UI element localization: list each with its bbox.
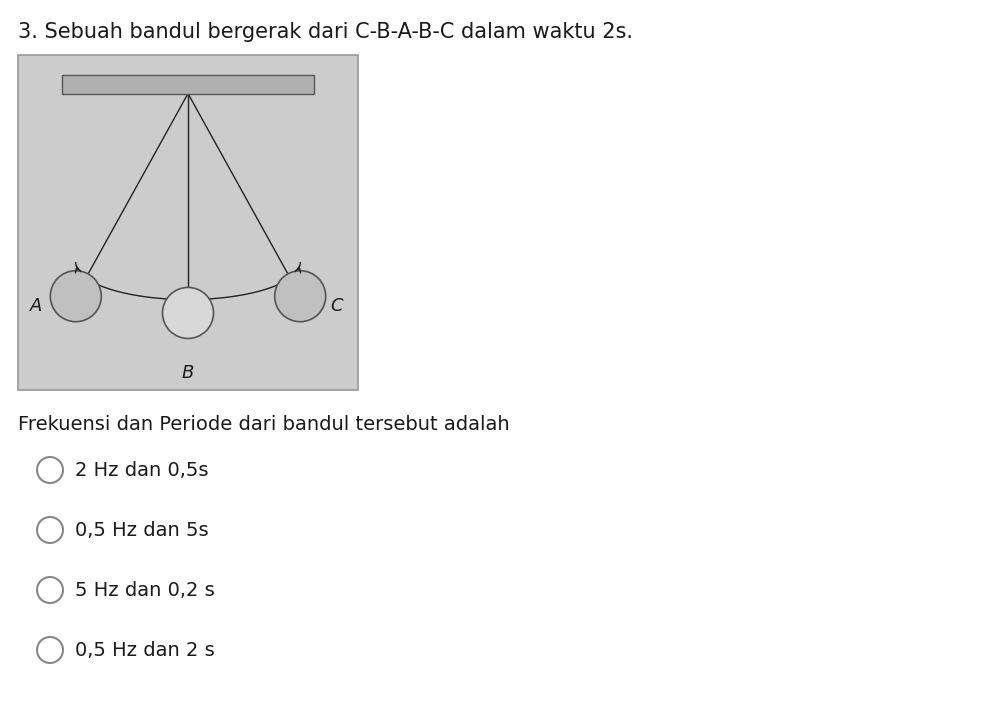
Circle shape xyxy=(274,271,326,322)
Text: Frekuensi dan Periode dari bandul tersebut adalah: Frekuensi dan Periode dari bandul terseb… xyxy=(18,415,510,434)
Text: 5 Hz dan 0,2 s: 5 Hz dan 0,2 s xyxy=(75,581,215,600)
Text: A: A xyxy=(30,297,42,315)
Circle shape xyxy=(50,271,102,322)
Text: 3. Sebuah bandul bergerak dari C-B-A-B-C dalam waktu 2s.: 3. Sebuah bandul bergerak dari C-B-A-B-C… xyxy=(18,22,633,42)
Text: 2 Hz dan 0,5s: 2 Hz dan 0,5s xyxy=(75,461,208,479)
Bar xyxy=(18,55,358,390)
Circle shape xyxy=(163,287,213,338)
Text: 0,5 Hz dan 5s: 0,5 Hz dan 5s xyxy=(75,520,209,540)
Text: B: B xyxy=(182,364,194,383)
Text: C: C xyxy=(331,297,344,315)
Text: 0,5 Hz dan 2 s: 0,5 Hz dan 2 s xyxy=(75,640,215,659)
Bar xyxy=(62,75,314,93)
